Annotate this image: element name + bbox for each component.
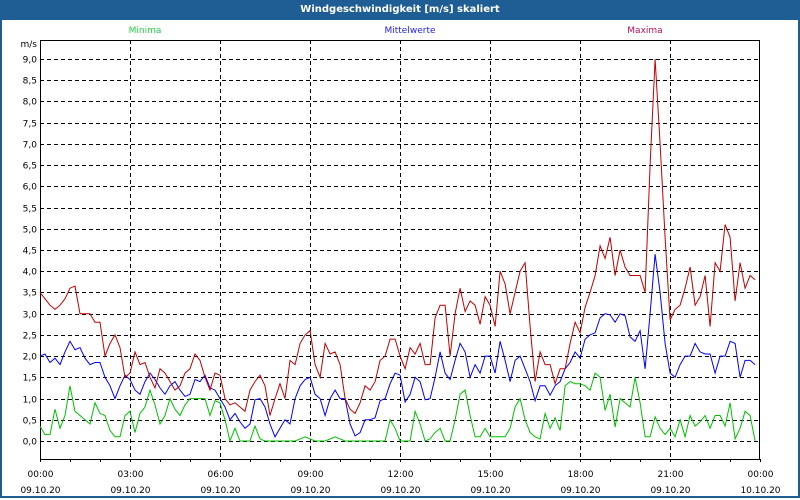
y-tick-label: 2,0 xyxy=(23,353,38,363)
y-tick-label: 0,0 xyxy=(23,438,38,448)
x-tick-time: 18:00 xyxy=(568,470,594,480)
legend-entry-maxima: Maxima xyxy=(627,26,662,36)
series-line-minima xyxy=(39,372,756,443)
x-tick-date: 09.10.20 xyxy=(200,486,240,496)
legend-entry-minima: Minima xyxy=(129,26,162,36)
x-tick-time: 15:00 xyxy=(478,470,504,480)
y-tick-label: 1,0 xyxy=(23,396,38,406)
x-tick-date: 09.10.20 xyxy=(290,486,330,496)
x-tick-date: 09.10.20 xyxy=(20,486,60,496)
y-tick-label: 3,0 xyxy=(23,311,38,321)
x-tick-date: 09.10.20 xyxy=(650,486,690,496)
window-title: Windgeschwindigkeit [m/s] skaliert xyxy=(0,0,800,20)
y-tick-label: 4,0 xyxy=(23,268,38,278)
legend-entry-mittelwerte: Mittelwerte xyxy=(384,26,435,36)
y-tick-label: 8,0 xyxy=(23,98,38,108)
x-tick-date: 10.10.20 xyxy=(740,486,780,496)
x-tick-date: 09.10.20 xyxy=(380,486,420,496)
y-tick-label: 7,0 xyxy=(23,141,38,151)
x-tick-time: 12:00 xyxy=(388,470,414,480)
x-tick-date: 09.10.20 xyxy=(110,486,150,496)
y-tick-label: 7,5 xyxy=(23,120,37,130)
y-tick-label: 1,5 xyxy=(23,374,37,384)
y-tick-label: 4,5 xyxy=(23,247,37,257)
y-tick-label: 2,5 xyxy=(23,332,37,342)
x-tick-time: 00:00 xyxy=(28,470,54,480)
y-tick-label: 9,0 xyxy=(23,56,38,66)
y-tick-label: 3,5 xyxy=(23,289,37,299)
series-line-maxima xyxy=(39,58,756,416)
y-tick-label: 5,0 xyxy=(23,226,38,236)
y-tick-label: 6,0 xyxy=(23,183,38,193)
x-tick-time: 03:00 xyxy=(118,470,144,480)
x-tick-date: 09.10.20 xyxy=(560,486,600,496)
y-tick-label: 0,5 xyxy=(23,417,37,427)
x-tick-time: 09:00 xyxy=(298,470,324,480)
x-tick-time: 21:00 xyxy=(658,470,684,480)
y-tick-label: 5,5 xyxy=(23,205,37,215)
plot-area xyxy=(40,40,760,459)
y-tick-label: 8,5 xyxy=(23,77,37,87)
x-tick-time: 00:00 xyxy=(748,470,774,480)
y-axis-unit: m/s xyxy=(21,40,38,50)
series-line-mittelwerte xyxy=(39,254,756,438)
x-tick-time: 06:00 xyxy=(208,470,234,480)
x-tick-date: 09.10.20 xyxy=(470,486,510,496)
y-tick-label: 6,5 xyxy=(23,162,37,172)
